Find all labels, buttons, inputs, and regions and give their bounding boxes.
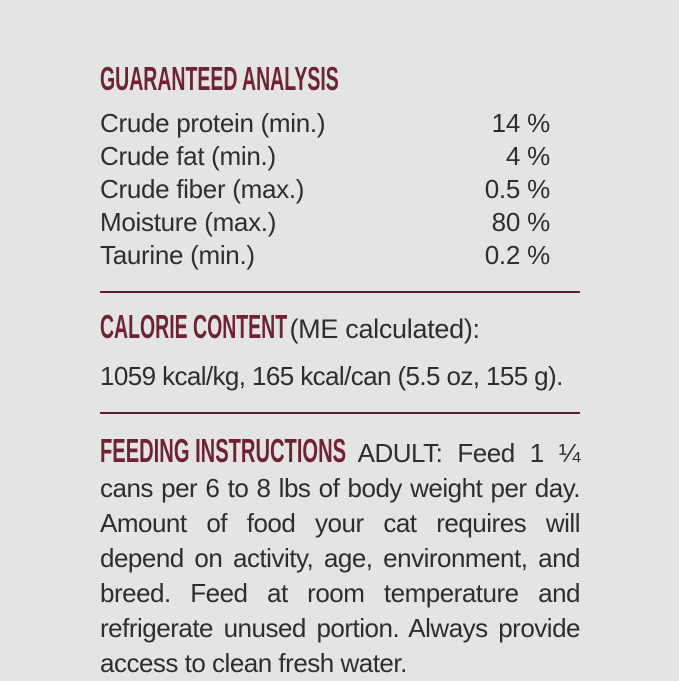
- analysis-label: Moisture (max.): [100, 207, 277, 237]
- calorie-content-detail: 1059 kcal/kg, 165 kcal/can (5.5 oz, 155 …: [100, 361, 563, 391]
- analysis-label: Crude fat (min.): [100, 141, 276, 171]
- analysis-unit: %: [527, 108, 550, 138]
- analysis-label: Taurine (min.): [100, 240, 255, 270]
- analysis-unit: %: [527, 207, 550, 237]
- calorie-content-section: CALORIE CONTENT (ME calculated): 1059 kc…: [100, 310, 580, 393]
- analysis-unit: %: [527, 240, 550, 270]
- feeding-instructions-paragraph: FEEDING INSTRUCTIONS ADULT: Feed 1 ¼ can…: [100, 432, 581, 681]
- section-divider: [100, 291, 580, 293]
- analysis-unit: %: [527, 141, 550, 171]
- guaranteed-analysis-title: GUARANTEED ANALYSIS: [100, 62, 580, 98]
- analysis-row: Moisture (max.) 80 %: [100, 206, 580, 239]
- feeding-instructions-title: FEEDING INSTRUCTIONS: [100, 432, 347, 469]
- feeding-instructions-section: FEEDING INSTRUCTIONS ADULT: Feed 1 ¼ can…: [100, 432, 581, 681]
- analysis-label: Crude fiber (max.): [100, 174, 305, 204]
- guaranteed-analysis-table: Crude protein (min.) 14 % Crude fat (min…: [100, 107, 580, 272]
- analysis-unit: %: [527, 174, 550, 204]
- analysis-row: Crude protein (min.) 14 %: [100, 107, 580, 140]
- calorie-content-subtitle: (ME calculated):: [289, 314, 480, 344]
- calorie-content-heading-line: CALORIE CONTENT (ME calculated):: [100, 310, 580, 352]
- guaranteed-analysis-title-text: GUARANTEED ANALYSIS: [100, 60, 339, 97]
- analysis-value: 0.2: [484, 240, 521, 270]
- analysis-label: Crude protein (min.): [100, 108, 326, 138]
- analysis-value: 4: [505, 141, 520, 171]
- guaranteed-analysis-section: GUARANTEED ANALYSIS Crude protein (min.)…: [100, 62, 580, 272]
- nutrition-label-panel: GUARANTEED ANALYSIS Crude protein (min.)…: [100, 62, 581, 681]
- analysis-value: 80: [491, 207, 521, 237]
- analysis-row: Taurine (min.) 0.2 %: [100, 239, 580, 272]
- analysis-row: Crude fat (min.) 4 %: [100, 140, 580, 173]
- calorie-content-title: CALORIE CONTENT: [100, 308, 288, 345]
- section-divider: [100, 412, 580, 414]
- feeding-instructions-body: ADULT: Feed 1 ¼ cans per 6 to 8 lbs of b…: [100, 438, 581, 678]
- analysis-value: 14: [491, 108, 521, 138]
- analysis-value: 0.5: [484, 174, 521, 204]
- analysis-row: Crude fiber (max.) 0.5 %: [100, 173, 580, 206]
